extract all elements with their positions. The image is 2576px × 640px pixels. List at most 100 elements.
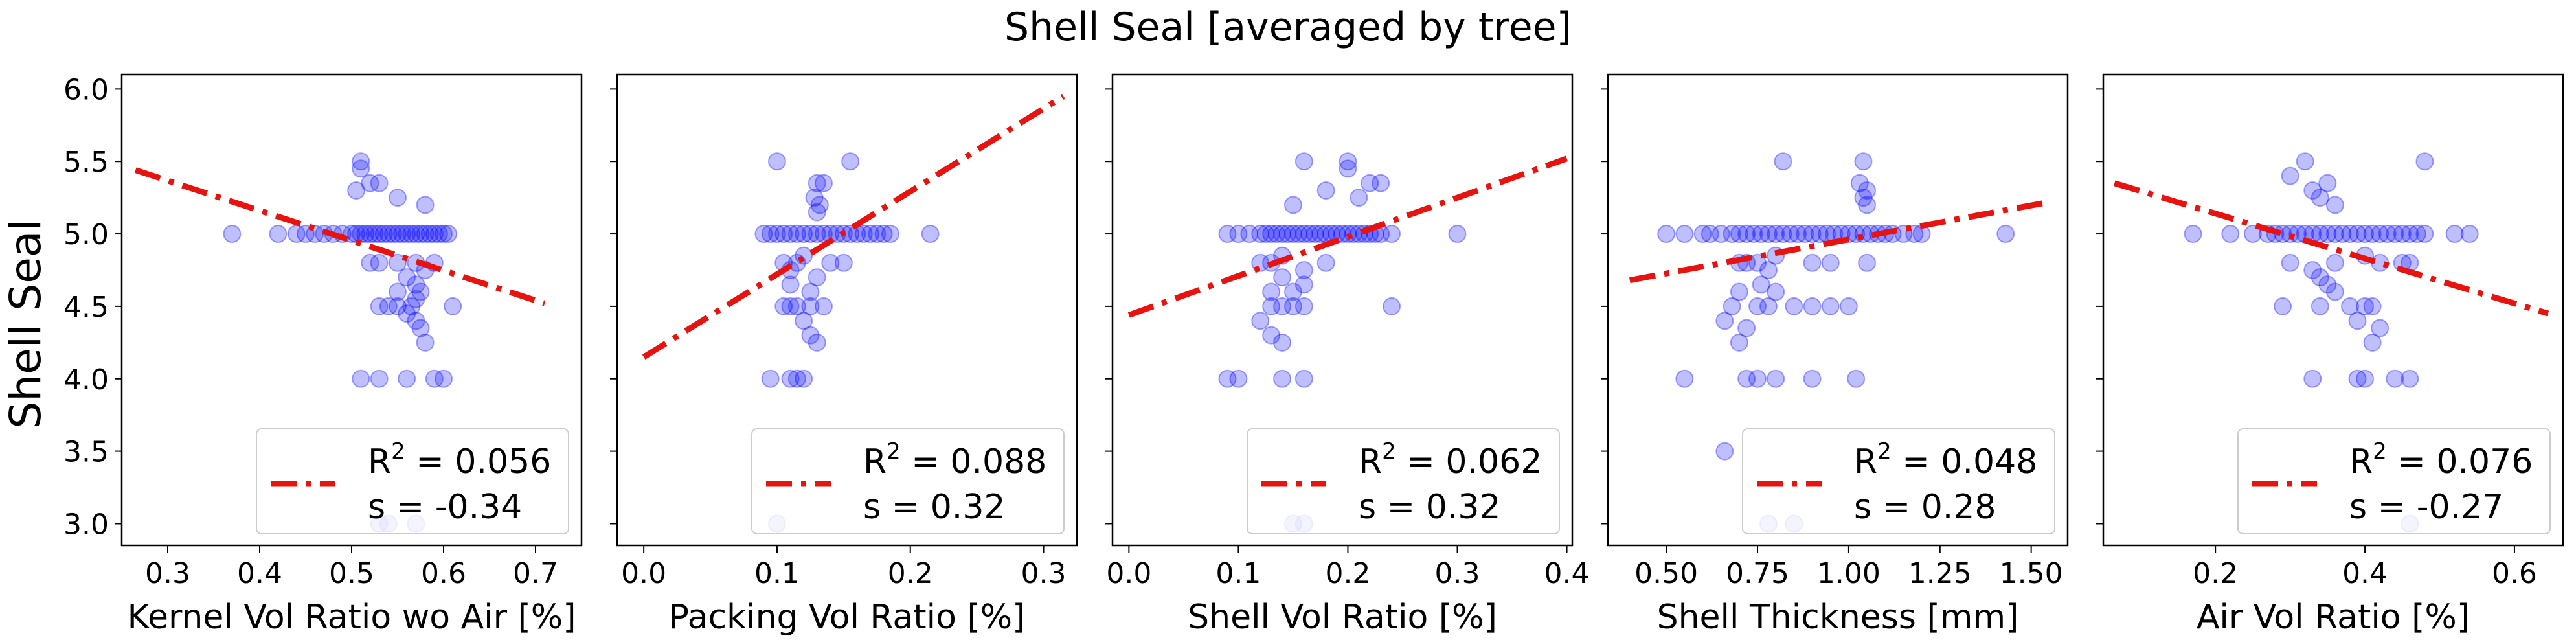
x-tick-label: 1.25 <box>1908 557 1972 590</box>
data-point <box>420 225 439 244</box>
data-point <box>1759 297 1778 315</box>
data-point <box>2363 333 2382 352</box>
data-point <box>1251 225 1270 244</box>
data-point <box>761 225 780 244</box>
data-point <box>1996 225 2015 244</box>
axes-frame <box>120 73 583 547</box>
data-point <box>379 225 398 244</box>
legend: R2 = 0.062 s = 0.32 <box>1247 428 1560 534</box>
data-point <box>774 225 793 244</box>
data-point <box>1767 225 1785 244</box>
data-point <box>808 268 826 287</box>
x-axis-label: Air Vol Ratio [%] <box>2197 598 2470 637</box>
data-point <box>2356 225 2375 244</box>
data-point <box>370 369 389 388</box>
data-point <box>1858 253 1877 272</box>
data-point <box>2401 369 2419 388</box>
data-point <box>1748 297 1767 315</box>
data-point <box>1218 225 1237 244</box>
legend-frame <box>1742 428 2055 534</box>
data-point <box>1229 225 1248 244</box>
data-point <box>808 333 826 352</box>
legend-r2-symbol: R <box>1854 442 1877 481</box>
data-point <box>2340 225 2359 244</box>
legend-frame <box>1247 428 1560 534</box>
data-point <box>2348 312 2367 330</box>
data-point <box>1752 225 1770 244</box>
data-point <box>1715 442 1734 461</box>
data-point <box>1858 181 1877 200</box>
axes-frame <box>1111 73 1574 547</box>
subplot-3: 0.0 0.1 0.2 0.3 0.4 Shell Vol Ratio [%] R2 = 0… <box>1105 73 1590 637</box>
data-point <box>808 225 826 244</box>
x-tick-label: 0.2 <box>888 557 933 590</box>
data-point <box>383 225 402 244</box>
x-tick-label: 0.1 <box>754 557 800 590</box>
legend-slope: s = 0.32 <box>1359 488 1501 527</box>
regression-line <box>642 93 1065 360</box>
data-point <box>2356 297 2375 315</box>
legend-slope: s = -0.27 <box>2349 488 2503 527</box>
data-point <box>1294 152 1313 171</box>
data-point <box>1311 225 1330 244</box>
data-point <box>425 369 444 388</box>
figure-title: Shell Seal [averaged by tree] <box>1004 5 1572 50</box>
data-point <box>1283 225 1302 244</box>
data-point <box>1774 152 1792 171</box>
subplot-2: 0.0 0.1 0.2 0.3 Packing Vol Ratio [%] R2 = 0.… <box>610 73 1078 637</box>
data-point <box>444 297 462 315</box>
data-point <box>2325 225 2344 244</box>
data-point <box>425 225 444 244</box>
data-point <box>1262 225 1281 244</box>
data-point <box>781 369 800 388</box>
data-point <box>1273 268 1292 287</box>
data-point <box>861 225 880 244</box>
data-point <box>1821 297 1840 315</box>
data-point <box>1262 326 1281 345</box>
data-point <box>874 225 893 244</box>
data-point <box>1256 225 1275 244</box>
data-point <box>1759 225 1778 244</box>
axes-frame <box>616 73 1078 547</box>
data-point <box>1748 253 1767 272</box>
legend-r2-value: = 0.076 <box>2387 442 2533 481</box>
data-point <box>868 225 887 244</box>
data-point <box>2363 225 2382 244</box>
data-point <box>361 253 379 272</box>
data-point <box>1448 225 1467 244</box>
data-point <box>435 369 453 388</box>
data-point <box>2274 297 2292 315</box>
data-point <box>1283 282 1302 301</box>
data-point <box>795 369 813 388</box>
data-point <box>1294 225 1313 244</box>
data-point <box>416 333 435 352</box>
data-point <box>1675 369 1694 388</box>
data-point <box>801 297 820 315</box>
data-point <box>1294 260 1313 279</box>
data-point <box>1294 297 1313 315</box>
data-point <box>801 282 820 301</box>
data-point <box>1723 297 1741 315</box>
data-point <box>1850 174 1869 192</box>
legend: R2 = 0.088 s = 0.32 <box>751 428 1065 534</box>
data-point <box>2340 297 2359 315</box>
x-tick-label: 0.1 <box>1215 557 1261 590</box>
data-point <box>370 297 389 315</box>
y-tick-label: 4.0 <box>63 363 109 396</box>
data-point <box>389 282 407 301</box>
data-point <box>398 225 416 244</box>
regression-line <box>1127 155 1568 318</box>
y-tick-label: 3.0 <box>63 508 109 541</box>
legend-slope: s = 0.32 <box>863 488 1006 527</box>
data-point <box>1789 225 1807 244</box>
data-point <box>801 225 820 244</box>
data-point <box>2401 225 2419 244</box>
data-point <box>269 225 288 244</box>
data-point <box>805 189 824 207</box>
data-point <box>398 369 416 388</box>
legend: R2 = 0.076 s = -0.27 <box>2237 428 2551 534</box>
x-tick-label: 0.7 <box>513 557 558 590</box>
data-point <box>2303 181 2322 200</box>
data-point <box>810 196 829 214</box>
data-point <box>2445 225 2464 244</box>
